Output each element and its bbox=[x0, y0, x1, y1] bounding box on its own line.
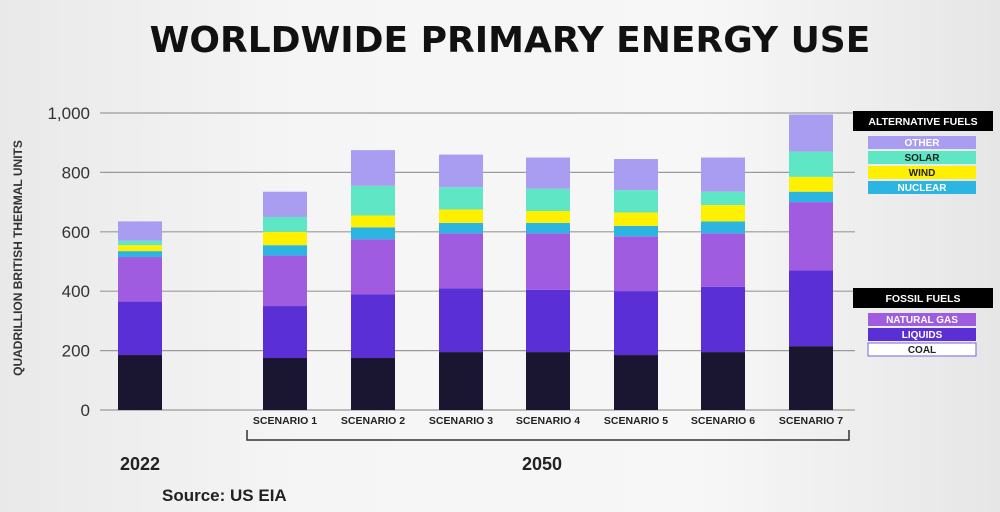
chart-title: WORLDWIDE PRIMARY ENERGY USE bbox=[150, 20, 871, 61]
legend-swatch-solar bbox=[868, 151, 976, 164]
bar-segment-natural-gas bbox=[701, 233, 745, 287]
legend-label-natural-gas: NATURAL GAS bbox=[886, 315, 958, 326]
legend-label-solar: SOLAR bbox=[905, 153, 941, 164]
y-axis-ticks: 0 200 400 600 800 1,000 bbox=[47, 104, 90, 420]
bar-segment-coal bbox=[614, 355, 658, 410]
bar-segment-nuclear bbox=[263, 245, 307, 256]
bar-segment-solar bbox=[701, 191, 745, 206]
bar-segment-other bbox=[789, 114, 833, 152]
x-category-label: SCENARIO 4 bbox=[516, 415, 580, 427]
bar-segment-nuclear bbox=[526, 222, 570, 234]
legend-swatch-natural-gas bbox=[868, 313, 976, 326]
bar-segment-coal bbox=[439, 352, 483, 410]
bar-segment-coal bbox=[789, 346, 833, 410]
bar-segment-liquids bbox=[439, 288, 483, 353]
bar-segment-natural-gas bbox=[614, 236, 658, 292]
y-tick-label: 200 bbox=[62, 342, 90, 361]
legend-alt-header-bg bbox=[853, 111, 993, 131]
bar-segment-other bbox=[263, 191, 307, 217]
y-tick-label: 1,000 bbox=[47, 104, 90, 123]
bar-segment-coal bbox=[351, 358, 395, 410]
x-category-label: SCENARIO 2 bbox=[341, 415, 405, 427]
bar-segment-solar bbox=[614, 190, 658, 213]
bar-segment-nuclear bbox=[439, 222, 483, 234]
bar-segment-nuclear bbox=[614, 225, 658, 237]
bar-segment-wind bbox=[701, 205, 745, 222]
y-axis-label: QUADRILLION BRITISH THERMAL UNITS bbox=[11, 140, 25, 376]
year-label-2050: 2050 bbox=[522, 454, 562, 474]
legend-swatch-coal bbox=[867, 342, 977, 357]
year-label-2022: 2022 bbox=[120, 454, 160, 474]
bar-segment-other bbox=[439, 154, 483, 188]
legend-swatch-liquids bbox=[868, 328, 976, 341]
bars bbox=[118, 114, 833, 410]
bar-segment-wind bbox=[439, 209, 483, 223]
bar-segment-liquids bbox=[351, 294, 395, 359]
legend-label-wind: WIND bbox=[909, 168, 936, 179]
bar-segment-liquids bbox=[789, 270, 833, 347]
x-axis-categories: SCENARIO 1 SCENARIO 2 SCENARIO 3 SCENARIO 4… bbox=[253, 415, 843, 427]
bar-segment-coal bbox=[263, 358, 307, 410]
bar-segment-liquids bbox=[263, 306, 307, 359]
source-note: Source: US EIA bbox=[162, 486, 287, 505]
x-category-label: SCENARIO 1 bbox=[253, 415, 317, 427]
bar-segment-natural-gas bbox=[263, 255, 307, 307]
bar-segment-nuclear bbox=[351, 227, 395, 240]
bar-segment-solar bbox=[351, 185, 395, 216]
bar-segment-wind bbox=[351, 215, 395, 228]
bar-segment-coal bbox=[118, 355, 162, 410]
bar-segment-wind bbox=[789, 176, 833, 192]
legend-swatch-nuclear bbox=[868, 181, 976, 194]
bar-segment-solar bbox=[789, 151, 833, 177]
bar-segment-liquids bbox=[614, 291, 658, 356]
bar-segment-nuclear bbox=[701, 221, 745, 234]
bar-segment-liquids bbox=[526, 289, 570, 353]
bar-segment-other bbox=[614, 159, 658, 191]
bar-segment-natural-gas bbox=[351, 239, 395, 295]
bar-segment-nuclear bbox=[118, 251, 162, 258]
x-category-label: SCENARIO 6 bbox=[691, 415, 755, 427]
bar-segment-solar bbox=[439, 187, 483, 210]
legend-label-liquids: LIQUIDS bbox=[902, 330, 943, 341]
bar-segment-natural-gas bbox=[526, 233, 570, 290]
legend-swatch-wind bbox=[868, 166, 976, 179]
bar-segment-solar bbox=[118, 240, 162, 246]
bar-segment-nuclear bbox=[789, 191, 833, 203]
bar-segment-solar bbox=[526, 188, 570, 212]
y-tick-label: 400 bbox=[62, 282, 90, 301]
bar-segment-natural-gas bbox=[439, 233, 483, 289]
bar-segment-coal bbox=[526, 352, 570, 410]
bar-segment-wind bbox=[263, 231, 307, 246]
bar-segment-other bbox=[351, 150, 395, 186]
bar-segment-solar bbox=[263, 216, 307, 232]
scenario-bracket bbox=[246, 430, 850, 441]
bar-segment-other bbox=[118, 221, 162, 241]
x-category-label: SCENARIO 3 bbox=[429, 415, 493, 427]
bar-segment-liquids bbox=[118, 301, 162, 356]
legend-fossil-header: FOSSIL FUELS bbox=[885, 293, 960, 305]
y-tick-label: 0 bbox=[81, 401, 90, 420]
bar-segment-wind bbox=[526, 211, 570, 223]
bar-segment-other bbox=[526, 157, 570, 189]
y-tick-label: 600 bbox=[62, 223, 90, 242]
bar-segment-natural-gas bbox=[118, 257, 162, 302]
bar-segment-wind bbox=[614, 212, 658, 226]
x-category-label: SCENARIO 7 bbox=[779, 415, 843, 427]
legend-label-coal: COAL bbox=[908, 345, 936, 356]
legend-fossil-header-bg bbox=[853, 288, 993, 308]
x-category-label: SCENARIO 5 bbox=[604, 415, 668, 427]
legend-alt-header: ALTERNATIVE FUELS bbox=[868, 116, 977, 128]
bar-segment-wind bbox=[118, 245, 162, 252]
y-tick-label: 800 bbox=[62, 163, 90, 182]
legend-label-nuclear: NUCLEAR bbox=[898, 183, 948, 194]
legend-label-other: OTHER bbox=[905, 138, 941, 149]
bar-segment-natural-gas bbox=[789, 202, 833, 271]
legend-swatch-other bbox=[868, 136, 976, 149]
legend: ALTERNATIVE FUELS OTHER SOLAR WIND NUCLE… bbox=[853, 111, 993, 357]
bar-segment-other bbox=[701, 157, 745, 192]
bar-segment-liquids bbox=[701, 286, 745, 353]
bar-segment-coal bbox=[701, 352, 745, 410]
